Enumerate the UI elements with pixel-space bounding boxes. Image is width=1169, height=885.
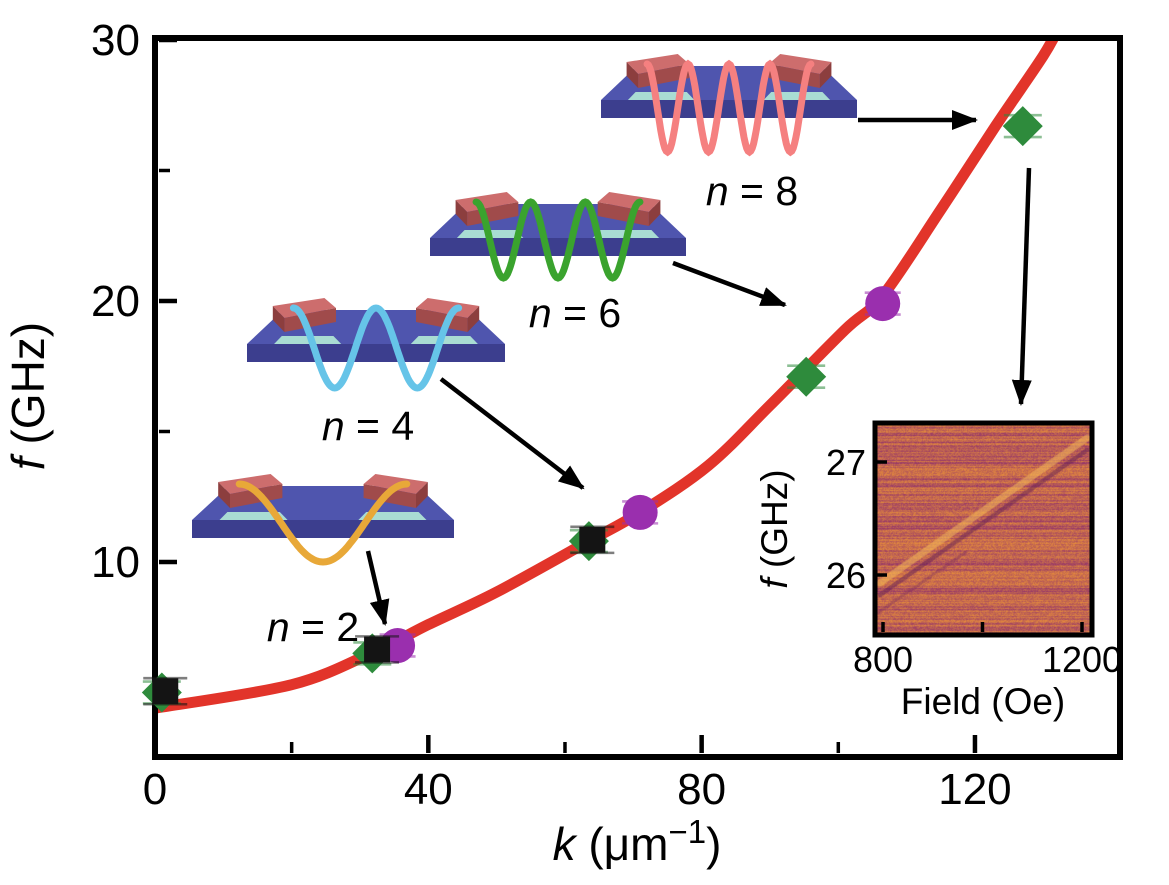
slab-front-face bbox=[192, 520, 454, 538]
antenna-end bbox=[416, 482, 428, 508]
antenna-end bbox=[819, 62, 832, 88]
annotation-arrow bbox=[672, 260, 787, 308]
mode-labels: n = 2 n = 4 n = 6 n = 8 bbox=[267, 168, 798, 650]
slab-front-face bbox=[601, 100, 857, 118]
antenna-front bbox=[416, 308, 468, 332]
data-points-layer bbox=[141, 106, 1043, 713]
data-point-square bbox=[364, 636, 391, 663]
antenna-top bbox=[416, 298, 480, 318]
data-point-diamond bbox=[786, 356, 827, 397]
annotation-arrows bbox=[365, 110, 1032, 626]
antenna-front bbox=[467, 202, 519, 226]
tick-labels: 0 40 80 120 10 20 30 800 1200 26 27 bbox=[91, 16, 1122, 814]
antenna-front bbox=[597, 202, 649, 226]
mode-label-n4: n = 4 bbox=[322, 403, 414, 449]
annotation-arrow bbox=[1011, 167, 1032, 406]
data-point-square bbox=[579, 526, 606, 553]
x-tick-label: 0 bbox=[143, 765, 167, 814]
annotation-arrow bbox=[439, 377, 585, 490]
inset-plot-frame bbox=[872, 420, 1095, 638]
x-tick-label: 40 bbox=[404, 765, 453, 814]
mode-label-n6: n = 6 bbox=[529, 290, 621, 336]
data-point-circle bbox=[865, 286, 901, 322]
inset-y-axis-label: f (GHz) bbox=[754, 469, 795, 588]
inset-y-tick-label: 26 bbox=[826, 555, 866, 596]
inset-heatmap-image bbox=[876, 424, 1091, 634]
inset-x-tick-label: 800 bbox=[853, 639, 913, 680]
main-plot-frame bbox=[152, 35, 1123, 760]
antenna-end bbox=[272, 306, 285, 332]
antenna-top bbox=[768, 54, 832, 74]
mode-wave-n4 bbox=[289, 304, 463, 392]
axis-ticks bbox=[152, 37, 1084, 753]
insulator-strip bbox=[410, 336, 478, 344]
x-tick-label: 80 bbox=[677, 765, 726, 814]
insulator-strip bbox=[358, 512, 427, 520]
device-schematic-n4 bbox=[247, 298, 505, 392]
data-point-circle bbox=[622, 494, 658, 530]
device-schematic-n8 bbox=[601, 54, 857, 157]
y-axis-label: f (GHz) bbox=[2, 322, 54, 470]
insulator-strip bbox=[763, 92, 831, 100]
antenna-end bbox=[648, 200, 661, 226]
x-axis-label: k (μm−1) bbox=[553, 813, 722, 870]
mode-label-n2: n = 2 bbox=[267, 604, 359, 650]
insulator-strip bbox=[219, 512, 288, 520]
slab-front-face bbox=[430, 238, 686, 256]
insulator-strip bbox=[274, 336, 342, 344]
slab-front-face bbox=[247, 344, 505, 362]
axes-frames bbox=[152, 35, 1123, 760]
y-tick-label: 20 bbox=[91, 277, 140, 326]
inset-x-tick-label: 1200 bbox=[1042, 639, 1122, 680]
annotation-arrow bbox=[365, 550, 390, 626]
device-schematic-n6 bbox=[430, 192, 686, 282]
insulator-strip bbox=[627, 92, 695, 100]
antenna-end bbox=[218, 482, 230, 508]
data-point-square bbox=[152, 678, 179, 705]
antenna-end bbox=[467, 306, 480, 332]
antenna-end bbox=[626, 62, 639, 88]
device-schematic-n2 bbox=[192, 474, 454, 566]
mode-label-n8: n = 8 bbox=[706, 168, 798, 214]
y-tick-label: 10 bbox=[91, 538, 140, 587]
data-point-diamond bbox=[1002, 106, 1043, 147]
device-schematics bbox=[192, 54, 857, 566]
mode-wave-n2 bbox=[235, 480, 411, 566]
antenna-top bbox=[597, 192, 661, 212]
y-tick-label: 30 bbox=[91, 16, 140, 65]
mode-wave-n8 bbox=[643, 59, 815, 157]
antenna-top bbox=[272, 298, 336, 318]
antenna-top bbox=[626, 54, 690, 74]
inset-y-tick-label: 27 bbox=[826, 442, 866, 483]
antenna-top bbox=[455, 192, 519, 212]
antenna-front bbox=[284, 308, 336, 332]
x-tick-label: 120 bbox=[938, 765, 1011, 814]
inset-x-axis-label: Field (Oe) bbox=[901, 681, 1065, 722]
antenna-end bbox=[455, 200, 468, 226]
mode-wave-n6 bbox=[472, 198, 644, 282]
